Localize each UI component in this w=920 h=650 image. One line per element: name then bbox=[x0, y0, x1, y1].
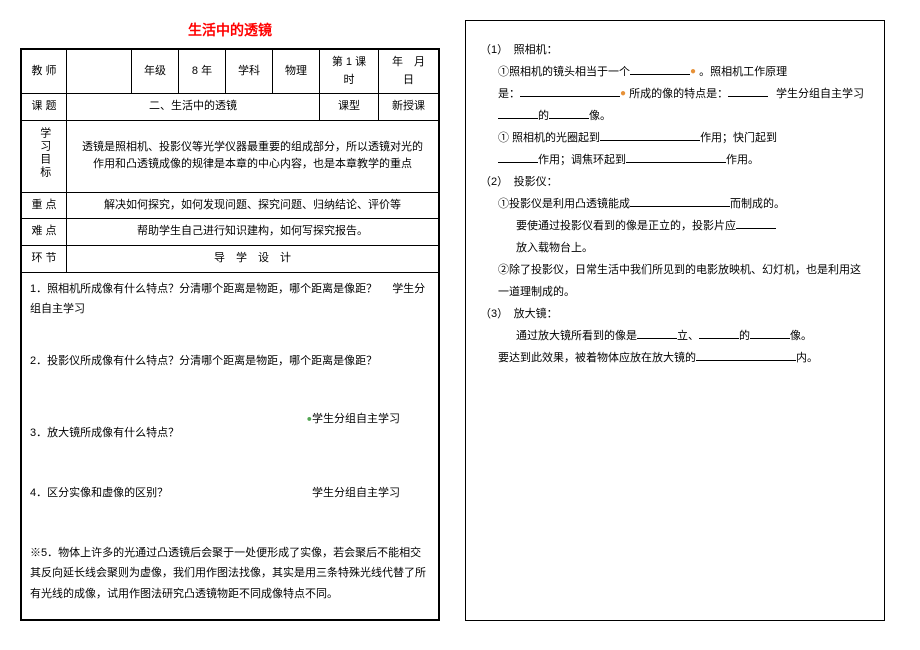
item3-line2: 要达到此效果，被着物体应放在放大镜的内。 bbox=[480, 347, 870, 369]
item3-line1: 通过放大镜所看到的像是立、的像。 bbox=[480, 325, 870, 347]
type-value: 新授课 bbox=[379, 94, 439, 121]
item2-line4: ②除了投影仪，日常生活中我们所见到的电影放映机、幻灯机，也是利用这一道理制成的。 bbox=[480, 259, 870, 303]
q2-text: 2．投影仪所成像有什么特点？分清哪个距离是物距，哪个距离是像距？ bbox=[30, 355, 377, 367]
goal-label: 学习目标 bbox=[22, 120, 67, 192]
key-label: 重 点 bbox=[22, 192, 67, 219]
subject-label: 学科 bbox=[226, 50, 273, 94]
q4-note: 学生分组自主学习 bbox=[312, 483, 400, 504]
lesson-plan-table: 教 师 年级 8 年 学科 物理 第 1 课 时 年 月 日 课 题 二、生活中… bbox=[20, 48, 440, 621]
left-page: 生活中的透镜 教 师 年级 8 年 学科 物理 第 1 课 时 年 月 日 课 … bbox=[20, 20, 440, 621]
q3-text: 3．放大镜所成像有什么特点？ bbox=[30, 427, 179, 439]
q5-block: ※5．物体上许多的光通过凸透镜后会聚于一处便形成了实像，若会聚后不能相交其反向延… bbox=[22, 537, 438, 619]
item2-head: （2） 投影仪： bbox=[480, 171, 870, 193]
item1-line1: ①照相机的镜头相当于一个● 。照相机工作原理 学生分组自主学习 bbox=[480, 61, 870, 83]
teacher-label: 教 师 bbox=[22, 50, 67, 94]
key-value: 解决如何探究，如何发现问题、探究问题、归纳结论、评价等 bbox=[67, 192, 439, 219]
period-label: 第 1 课 时 bbox=[320, 50, 379, 94]
item1-line5: 作用；调焦环起到作用。 bbox=[480, 149, 870, 171]
item1-line3: 的像。 bbox=[480, 105, 870, 127]
q3-block: ●学生分组自主学习 3．放大镜所成像有什么特点？ bbox=[22, 417, 438, 477]
q2-block: 2．投影仪所成像有什么特点？分清哪个距离是物距，哪个距离是像距？ bbox=[22, 345, 438, 417]
subject-value: 物理 bbox=[273, 50, 320, 94]
q1-block: 1．照相机所成像有什么特点？分清哪个距离是物距，哪个距离是像距？ 学生分组自主学… bbox=[22, 273, 438, 345]
doc-title: 生活中的透镜 bbox=[20, 20, 440, 40]
diff-label: 难 点 bbox=[22, 219, 67, 246]
teacher-value bbox=[67, 50, 132, 94]
env-value: 导 学 设 计 bbox=[67, 245, 439, 272]
q4-text: 4．区分实像和虚像的区别？ bbox=[30, 487, 168, 499]
header-table: 教 师 年级 8 年 学科 物理 第 1 课 时 年 月 日 课 题 二、生活中… bbox=[21, 49, 439, 620]
grade-value: 8 年 bbox=[179, 50, 226, 94]
date-label: 年 月 日 bbox=[379, 50, 439, 94]
dot-icon: ● bbox=[620, 88, 626, 99]
item1-line4: ① 照相机的光圈起到作用；快门起到 bbox=[480, 127, 870, 149]
right-page: （1） 照相机： ①照相机的镜头相当于一个● 。照相机工作原理 学生分组自主学习… bbox=[465, 20, 885, 621]
type-label: 课型 bbox=[320, 94, 379, 121]
topic-label: 课 题 bbox=[22, 94, 67, 121]
item3-head: （3） 放大镜： bbox=[480, 303, 870, 325]
grade-label: 年级 bbox=[132, 50, 179, 94]
q3-note: ●学生分组自主学习 bbox=[307, 409, 400, 430]
item2-line1: ①投影仪是利用凸透镜能成而制成的。 bbox=[480, 193, 870, 215]
diff-value: 帮助学生自己进行知识建构，如何写探究报告。 bbox=[67, 219, 439, 246]
q1-text: 1．照相机所成像有什么特点？分清哪个距离是物距，哪个距离是像距？ bbox=[30, 283, 377, 295]
q4-block: 4．区分实像和虚像的区别？ 学生分组自主学习 bbox=[22, 477, 438, 537]
env-label: 环 节 bbox=[22, 245, 67, 272]
dot-icon: ● bbox=[690, 66, 696, 77]
goal-value: 透镜是照相机、投影仪等光学仪器最重要的组成部分，所以透镜对光的作用和凸透镜成像的… bbox=[67, 120, 439, 192]
item2-line2: 要使通过投影仪看到的像是正立的，投影片应 bbox=[480, 215, 870, 237]
q5-text: ※5．物体上许多的光通过凸透镜后会聚于一处便形成了实像，若会聚后不能相交其反向延… bbox=[30, 547, 426, 601]
topic-value: 二、生活中的透镜 bbox=[67, 94, 320, 121]
item1-head: （1） 照相机： bbox=[480, 39, 870, 61]
item2-line3: 放入载物台上。 bbox=[480, 237, 870, 259]
questions-cell: 1．照相机所成像有什么特点？分清哪个距离是物距，哪个距离是像距？ 学生分组自主学… bbox=[22, 272, 439, 619]
item1-note: 学生分组自主学习 bbox=[776, 83, 864, 105]
